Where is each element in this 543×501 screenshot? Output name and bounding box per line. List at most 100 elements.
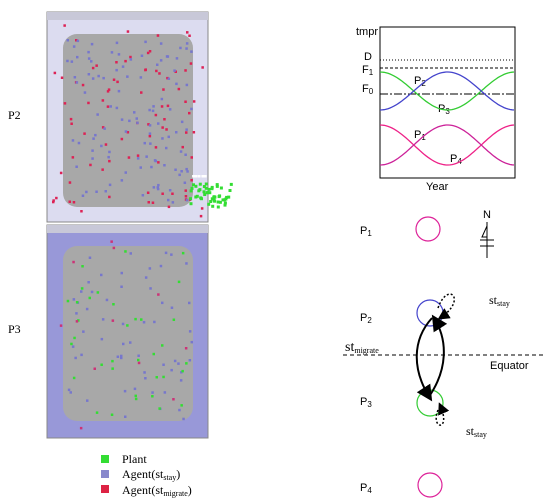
plant-dot	[223, 198, 226, 201]
agent-dot	[112, 319, 115, 322]
agent-dot	[184, 154, 187, 157]
plant-dot	[216, 183, 219, 186]
agent-dot	[157, 293, 160, 296]
legend-label: Agent(stmigrate)	[122, 483, 192, 498]
agent-dot	[73, 45, 76, 48]
agent-dot	[144, 41, 147, 44]
agent-dot	[184, 69, 187, 72]
plant-dot	[224, 204, 227, 207]
agent-dot	[143, 321, 146, 324]
agent-dot	[111, 360, 114, 363]
agent-dot	[64, 102, 66, 105]
agent-dot	[133, 111, 136, 114]
agent-dot	[102, 77, 105, 80]
agent-dot	[124, 250, 127, 253]
agent-dot	[155, 146, 158, 149]
agent-dot	[100, 364, 103, 367]
agent-dot	[149, 132, 152, 135]
agent-dot	[240, 175, 243, 178]
plant-dot	[219, 201, 222, 204]
agent-dot	[116, 42, 119, 45]
agent-dot	[156, 64, 159, 67]
agent-dot	[161, 126, 164, 129]
agent-dot	[140, 76, 143, 79]
agent-dot	[181, 121, 184, 124]
agent-dot	[70, 118, 73, 121]
text-part: P	[360, 225, 367, 237]
agent-dot	[70, 391, 73, 394]
agent-dot	[121, 138, 124, 141]
agent-dot	[73, 298, 76, 301]
agent-dot	[94, 134, 97, 137]
agent-dot	[167, 55, 170, 58]
temperature-curve	[380, 72, 514, 110]
text-part: D	[364, 51, 372, 63]
agent-dot	[190, 108, 193, 111]
agent-dot	[185, 168, 188, 171]
agent-dot	[73, 201, 76, 204]
agent-dot	[108, 151, 111, 154]
text-part: )	[188, 483, 192, 497]
agent-dot	[188, 112, 191, 115]
agent-dot	[101, 338, 104, 341]
agent-dot	[152, 202, 155, 205]
agent-dot	[186, 42, 189, 45]
agent-dot	[200, 215, 203, 218]
agent-dot	[115, 61, 118, 64]
agent-dot	[75, 166, 78, 169]
agent-dot	[143, 371, 146, 374]
agent-dot	[116, 81, 119, 84]
agent-dot	[89, 257, 92, 260]
agent-dot	[180, 150, 183, 153]
legend-label: Agent(ststay)	[122, 467, 180, 482]
agent-dot	[147, 192, 150, 195]
agent-dot	[68, 389, 71, 392]
agent-dot	[180, 379, 183, 382]
agent-dot	[67, 39, 70, 42]
text-part: migrate	[354, 346, 379, 355]
position-label: P1	[360, 225, 372, 238]
agent-dot	[135, 398, 138, 401]
agent-dot	[184, 182, 187, 185]
agent-dot	[91, 157, 94, 160]
axis-label: Year	[426, 181, 449, 193]
agent-dot	[155, 114, 158, 117]
agent-dot	[160, 265, 163, 268]
agent-dot	[161, 302, 164, 305]
agent-dot	[83, 132, 86, 135]
agent-dot	[73, 377, 76, 380]
agent-dot	[172, 201, 175, 204]
agent-dot	[140, 318, 143, 321]
agent-dot	[190, 50, 193, 53]
agent-dot	[70, 123, 73, 126]
agent-dot	[105, 190, 108, 193]
plant-dot	[217, 206, 220, 209]
level-label: F0	[362, 83, 374, 96]
agent-dot	[152, 110, 155, 113]
agent-dot	[52, 199, 55, 202]
agent-dot	[138, 362, 141, 365]
agent-dot	[174, 169, 177, 172]
agent-dot	[167, 199, 170, 202]
agent-dot	[73, 337, 76, 340]
agent-dot	[120, 286, 123, 289]
plant-dot	[211, 205, 214, 208]
agent-dot	[82, 195, 85, 198]
agent-dot	[174, 360, 177, 363]
agent-dot	[100, 145, 103, 148]
agent-dot	[128, 156, 131, 159]
plant-dot	[189, 197, 192, 200]
agent-dot	[75, 312, 78, 315]
text-part: stay	[497, 299, 510, 308]
agent-dot	[137, 154, 140, 157]
plant-dot	[211, 187, 214, 190]
agent-dot	[157, 34, 160, 37]
agent-dot	[76, 320, 79, 323]
plant-dot	[196, 195, 199, 198]
text-part: 1	[367, 229, 372, 238]
agent-dot	[158, 72, 161, 75]
agent-dot	[178, 409, 181, 412]
agent-dot	[188, 35, 191, 38]
agent-dot	[92, 67, 95, 70]
agent-dot	[130, 252, 133, 255]
